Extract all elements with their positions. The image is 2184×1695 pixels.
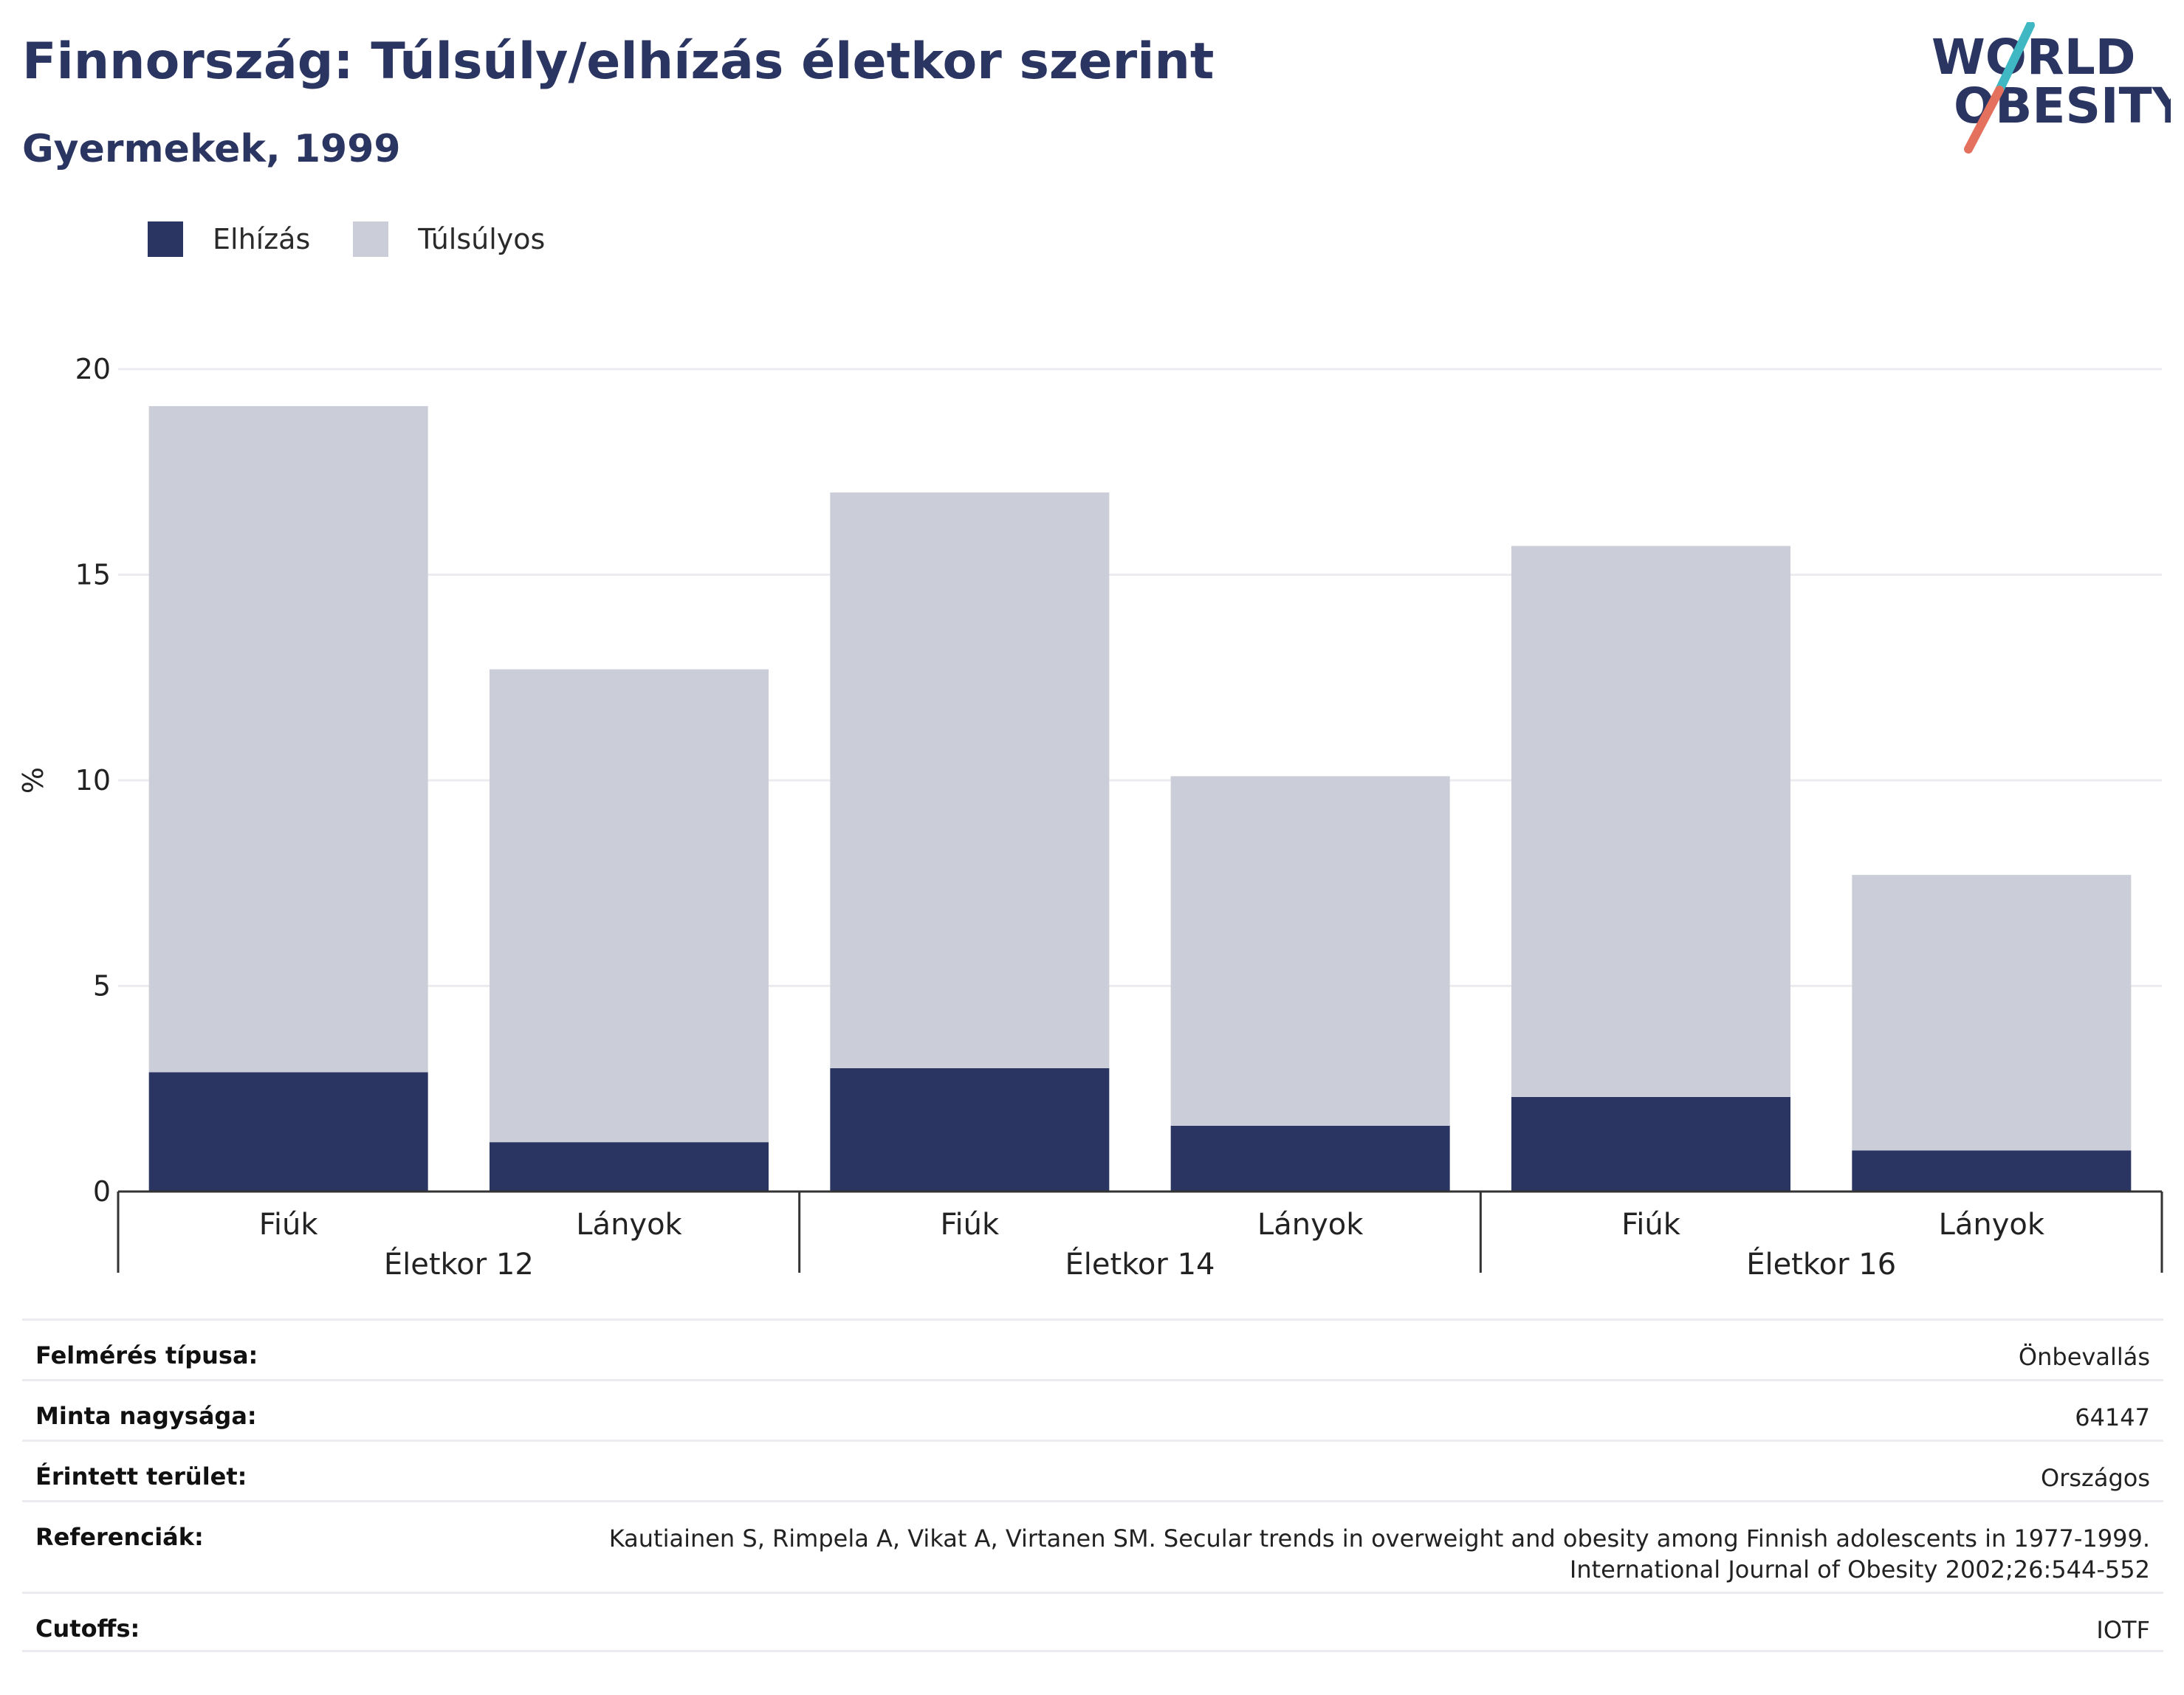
- reference-line-2: International Journal of Obesity 2002;26…: [1569, 1555, 2150, 1584]
- logo-line1: WORLD: [1931, 29, 2136, 86]
- survey-details-table: Felmérés típusa: Önbevallás Minta nagysá…: [22, 1318, 2163, 1652]
- y-tick-label: 20: [75, 353, 111, 385]
- bar-overweight: [148, 406, 428, 1073]
- bar-obesity: [1170, 1125, 1450, 1192]
- reference-line-1: Kautiainen S, Rimpela A, Vikat A, Virtan…: [608, 1524, 2150, 1553]
- x-category-label: Fiúk: [1621, 1208, 1681, 1242]
- x-category-label: Lányok: [576, 1208, 682, 1242]
- meta-row-cutoffs: Cutoffs: IOTF: [22, 1592, 2163, 1652]
- chart-subtitle: Gyermekek, 1999: [22, 127, 401, 171]
- y-tick-label: 0: [93, 1175, 111, 1208]
- meta-row-area: Érintett terület: Országos: [22, 1440, 2163, 1500]
- x-group-label: Életkor 12: [384, 1246, 534, 1282]
- bar-obesity: [1852, 1150, 2132, 1192]
- meta-value-references: Kautiainen S, Rimpela A, Vikat A, Virtan…: [609, 1523, 2150, 1585]
- meta-value: Országos: [2041, 1464, 2150, 1492]
- meta-row-sample-size: Minta nagysága: 64147: [22, 1379, 2163, 1440]
- meta-row-references: Referenciák: Kautiainen S, Rimpela A, Vi…: [22, 1500, 2163, 1592]
- x-category-label: Lányok: [1939, 1208, 2045, 1242]
- y-tick-label: 10: [75, 764, 111, 797]
- meta-label: Referenciák:: [35, 1523, 204, 1551]
- legend-label-obesity: Elhízás: [213, 223, 311, 255]
- logo-slash-coral: [1964, 86, 2004, 154]
- logo-slash-teal: [1995, 22, 2035, 94]
- x-category-label: Fiúk: [940, 1208, 1000, 1242]
- meta-label: Felmérés típusa:: [35, 1341, 258, 1369]
- meta-value: IOTF: [2096, 1616, 2150, 1644]
- meta-label: Cutoffs:: [35, 1615, 140, 1643]
- legend-label-overweight: Túlsúlyos: [418, 223, 546, 255]
- bar-overweight: [1852, 875, 2132, 1151]
- meta-label: Érintett terület:: [35, 1462, 247, 1491]
- meta-label: Minta nagysága:: [35, 1402, 257, 1430]
- legend-item-overweight[interactable]: Túlsúlyos: [353, 221, 545, 257]
- legend-swatch-overweight: [353, 221, 389, 257]
- x-category-label: Fiúk: [259, 1208, 319, 1242]
- y-tick-label: 15: [75, 559, 111, 591]
- meta-value: 64147: [2075, 1403, 2150, 1431]
- bar-obesity: [1511, 1096, 1790, 1192]
- legend-swatch-obesity: [148, 221, 183, 257]
- x-group-label: Életkor 14: [1065, 1246, 1215, 1282]
- chart-title: Finnország: Túlsúly/elhízás életkor szer…: [22, 32, 1215, 91]
- chart-legend: Elhízás Túlsúlyos: [148, 220, 588, 258]
- bar-overweight: [1511, 546, 1790, 1097]
- meta-value: Önbevallás: [2018, 1343, 2150, 1371]
- y-axis-title: %: [17, 767, 49, 794]
- world-obesity-logo: WORLD OBESITY: [1931, 22, 2171, 154]
- y-tick-label: 5: [93, 970, 111, 1003]
- bar-chart: 0 5 10 15 20% Fiúk Lányok Fiúk Lányok Fiúk Lányok É…: [17, 353, 2163, 1282]
- bar-overweight: [830, 492, 1110, 1068]
- meta-row-survey-type: Felmérés típusa: Önbevallás: [22, 1318, 2163, 1379]
- x-category-label: Lányok: [1257, 1208, 1364, 1242]
- bar-obesity: [490, 1142, 769, 1192]
- bar-obesity: [148, 1072, 428, 1192]
- legend-item-obesity[interactable]: Elhízás: [148, 221, 310, 257]
- bar-overweight: [490, 669, 769, 1143]
- bar-obesity: [830, 1067, 1110, 1192]
- x-group-label: Életkor 16: [1746, 1246, 1896, 1282]
- bar-overweight: [1170, 776, 1450, 1126]
